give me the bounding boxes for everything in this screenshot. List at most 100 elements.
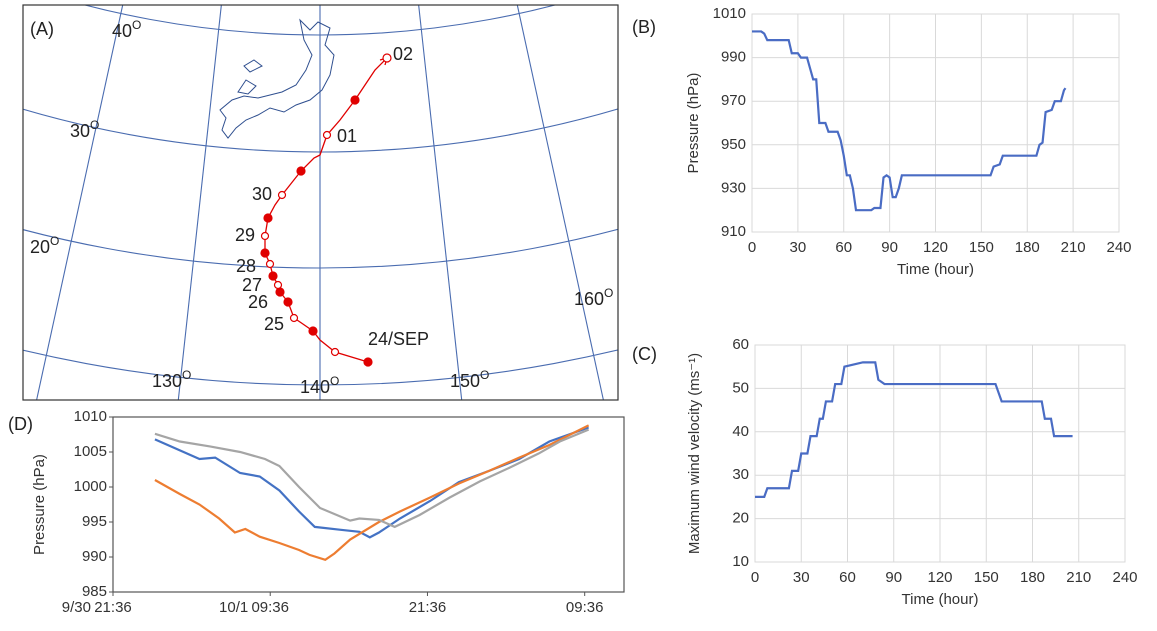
track-point xyxy=(260,248,270,258)
track-point xyxy=(363,357,373,367)
x-tick-label: 0 xyxy=(748,239,756,256)
series-line xyxy=(752,30,1067,212)
track-label: 28 xyxy=(236,256,256,276)
x-tick-label: 60 xyxy=(835,239,852,256)
x-axis-title: Time (hour) xyxy=(902,591,979,608)
coastline xyxy=(219,18,335,139)
y-tick-label: 930 xyxy=(721,179,746,196)
x-tick-label: 150 xyxy=(969,239,994,256)
x-tick-label: 0 xyxy=(751,569,759,586)
chart-panel: (D) 985 990 995 1000 1005 1010 21:36 09:36 21:36 0… xyxy=(8,408,625,616)
track-point xyxy=(322,130,332,140)
x-tick-label: 180 xyxy=(1015,239,1040,256)
longitude-label: 160O xyxy=(574,286,613,309)
coordinate-number: 40 xyxy=(112,21,132,41)
coordinate-number: 30 xyxy=(70,121,90,141)
degree-mark: O xyxy=(182,368,191,382)
coordinate-number: 20 xyxy=(30,237,50,257)
track-point xyxy=(350,95,360,105)
panel-label: (B) xyxy=(632,17,656,37)
degree-mark: O xyxy=(50,234,59,248)
longitude-line xyxy=(36,5,124,400)
track-point xyxy=(275,287,285,297)
y-tick-label: 990 xyxy=(82,548,107,565)
track-label: 26 xyxy=(248,292,268,312)
chart-panel: (B) 910 930 950 970 990 1010 0 30 60 90 120 150 180 21… xyxy=(632,5,1132,278)
graticule xyxy=(0,5,618,400)
y-axis-title: Pressure (hPa) xyxy=(685,73,702,174)
series-line xyxy=(154,424,590,562)
x-tick-label: 120 xyxy=(927,569,952,586)
x-tick-label: 21:36 xyxy=(409,599,447,616)
x-tick-label: 30 xyxy=(790,239,807,256)
y-axis-title: Pressure (hPa) xyxy=(31,454,48,555)
x-tick-label: 21:36 xyxy=(94,599,132,616)
track-point xyxy=(382,53,392,63)
x-tick-label: 180 xyxy=(1020,569,1045,586)
degree-mark: O xyxy=(90,118,99,132)
x-tick-label: 210 xyxy=(1061,239,1086,256)
longitude-label: 130O xyxy=(152,368,191,391)
track-point xyxy=(265,259,275,269)
track-label: 30 xyxy=(252,184,272,204)
track-point xyxy=(308,326,318,336)
track-point xyxy=(268,271,278,281)
track-label: 02 xyxy=(393,44,413,64)
y-tick-label: 50 xyxy=(732,379,749,396)
x-tick-label: 90 xyxy=(881,239,898,256)
longitude-line xyxy=(516,5,604,400)
longitude-label: 150O xyxy=(450,368,489,391)
track-point xyxy=(260,231,270,241)
track-label: 25 xyxy=(264,314,284,334)
panel-label: (A) xyxy=(30,19,54,39)
latitude-line xyxy=(23,228,618,269)
degree-mark: O xyxy=(132,18,141,32)
coordinate-number: 150 xyxy=(450,371,480,391)
panel-label: (D) xyxy=(8,414,33,434)
x-tick-label: 60 xyxy=(839,569,856,586)
latitude-label: 40O xyxy=(112,18,141,41)
x-tick-label: 240 xyxy=(1112,569,1137,586)
track-point xyxy=(263,213,273,223)
degree-mark: O xyxy=(330,374,339,388)
y-tick-label: 910 xyxy=(721,223,746,240)
longitude-line xyxy=(0,5,21,400)
plot-frame xyxy=(112,416,625,593)
x-tick-label: 09:36 xyxy=(566,599,604,616)
y-tick-label: 1005 xyxy=(74,443,107,460)
y-axis-title: Maximum wind velocity (ms⁻¹) xyxy=(686,353,703,554)
plot-frame xyxy=(751,13,1120,233)
coordinate-number: 130 xyxy=(152,371,182,391)
y-tick-label: 950 xyxy=(721,136,746,153)
y-tick-label: 10 xyxy=(732,553,749,570)
x-tick-label: 120 xyxy=(923,239,948,256)
y-tick-label: 985 xyxy=(82,583,107,600)
x-tick-label: 150 xyxy=(974,569,999,586)
y-tick-label: 995 xyxy=(82,513,107,530)
x-axis-title: Time (hour) xyxy=(897,261,974,278)
track-label: 27 xyxy=(242,275,262,295)
track-point xyxy=(289,313,299,323)
date-label: 10/1 xyxy=(219,599,248,616)
latitude-line xyxy=(23,108,618,153)
coordinate-number: 160 xyxy=(574,289,604,309)
series-line xyxy=(755,361,1073,498)
plot-frame xyxy=(754,344,1126,563)
date-label: 9/30 xyxy=(62,599,91,616)
x-tick-label: 09:36 xyxy=(251,599,289,616)
track-point xyxy=(273,280,283,290)
coordinate-number: 140 xyxy=(300,377,330,397)
y-tick-label: 970 xyxy=(721,92,746,109)
x-tick-label: 210 xyxy=(1066,569,1091,586)
y-tick-label: 30 xyxy=(732,466,749,483)
latitude-label: 20O xyxy=(30,234,59,257)
y-tick-label: 1010 xyxy=(74,408,107,425)
y-tick-label: 990 xyxy=(721,49,746,66)
y-tick-label: 60 xyxy=(732,336,749,353)
degree-mark: O xyxy=(480,368,489,382)
y-tick-label: 40 xyxy=(732,423,749,440)
latitude-label: 30O xyxy=(70,118,99,141)
y-tick-label: 1000 xyxy=(74,478,107,495)
track-point xyxy=(277,190,287,200)
x-tick-label: 90 xyxy=(885,569,902,586)
